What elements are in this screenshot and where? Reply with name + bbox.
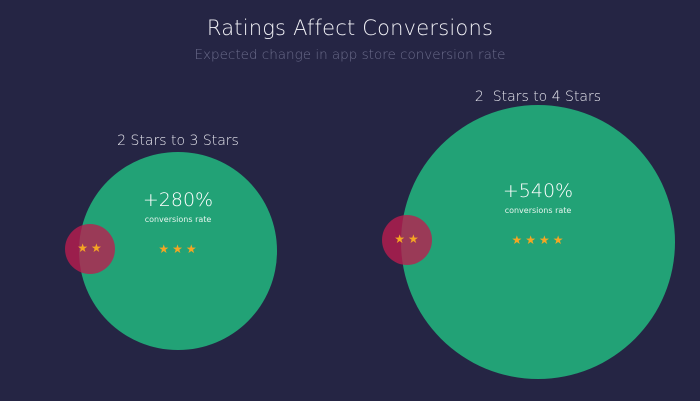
chart-title: Ratings Affect Conversions xyxy=(206,16,494,40)
chart-subtitle: Expected change in app store conversion … xyxy=(194,47,506,63)
metric-label: conversions rate xyxy=(144,215,212,224)
baseline-bubble xyxy=(65,224,115,274)
change-percent-label: +540% xyxy=(502,180,574,202)
metric-label: conversions rate xyxy=(504,206,572,215)
change-percent-label: +280% xyxy=(142,189,214,211)
increase-bubble xyxy=(400,104,676,380)
target-stars: ★★★ xyxy=(158,242,200,256)
target-stars: ★★★★ xyxy=(511,233,567,247)
baseline-bubble xyxy=(382,215,432,265)
baseline-stars: ★★ xyxy=(77,241,105,255)
comparison-label: 2 Stars to 4 Stars xyxy=(474,89,602,105)
comparison-label: 2 Stars to 3 Stars xyxy=(117,133,239,149)
baseline-stars: ★★ xyxy=(394,232,422,246)
